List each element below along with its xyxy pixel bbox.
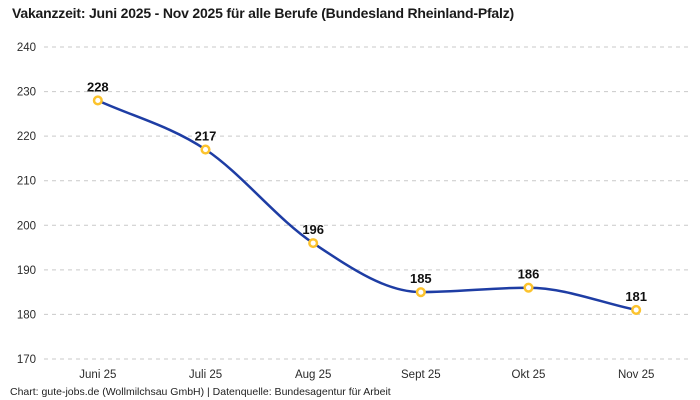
- chart-title: Vakanzzeit: Juni 2025 - Nov 2025 für all…: [12, 5, 514, 21]
- y-axis-tick-label: 180: [17, 309, 36, 321]
- y-axis-tick-label: 170: [17, 354, 36, 366]
- vacancy-time-line-chart: 240 230 220 210 200 190 180 170 Juni 25 Juli 25 Au…: [17, 42, 690, 381]
- data-point-marker: [523, 282, 534, 293]
- data-point-label: 181: [625, 289, 647, 304]
- data-point-label: 185: [410, 271, 432, 286]
- data-point-marker: [92, 95, 103, 106]
- y-axis-tick-label: 210: [17, 176, 36, 188]
- data-point-label: 217: [195, 129, 217, 144]
- data-point-marker: [415, 287, 426, 298]
- x-axis-tick-label: Okt 25: [512, 369, 546, 381]
- x-axis-tick-label: Juni 25: [79, 369, 116, 381]
- x-axis-tick-label: Aug 25: [295, 369, 331, 381]
- x-axis-tick-label: Juli 25: [189, 369, 222, 381]
- data-line: [96, 99, 638, 312]
- data-point-label: 196: [302, 222, 324, 237]
- data-point-marker: [308, 238, 319, 249]
- data-point-label: 186: [518, 267, 540, 282]
- y-axis-tick-label: 230: [17, 87, 36, 99]
- x-axis-tick-label: Nov 25: [618, 369, 654, 381]
- y-axis-tick-label: 220: [17, 131, 36, 143]
- data-point-marker: [200, 144, 211, 155]
- y-axis-tick-label: 200: [17, 220, 36, 232]
- data-point-label: 228: [87, 79, 109, 94]
- y-axis-tick-label: 240: [17, 42, 36, 54]
- y-axis-tick-label: 190: [17, 265, 36, 277]
- data-point-marker: [631, 304, 642, 316]
- x-axis-tick-label: Sept 25: [401, 369, 441, 381]
- chart-credit: Chart: gute-jobs.de (Wollmilchsau GmbH) …: [10, 386, 391, 398]
